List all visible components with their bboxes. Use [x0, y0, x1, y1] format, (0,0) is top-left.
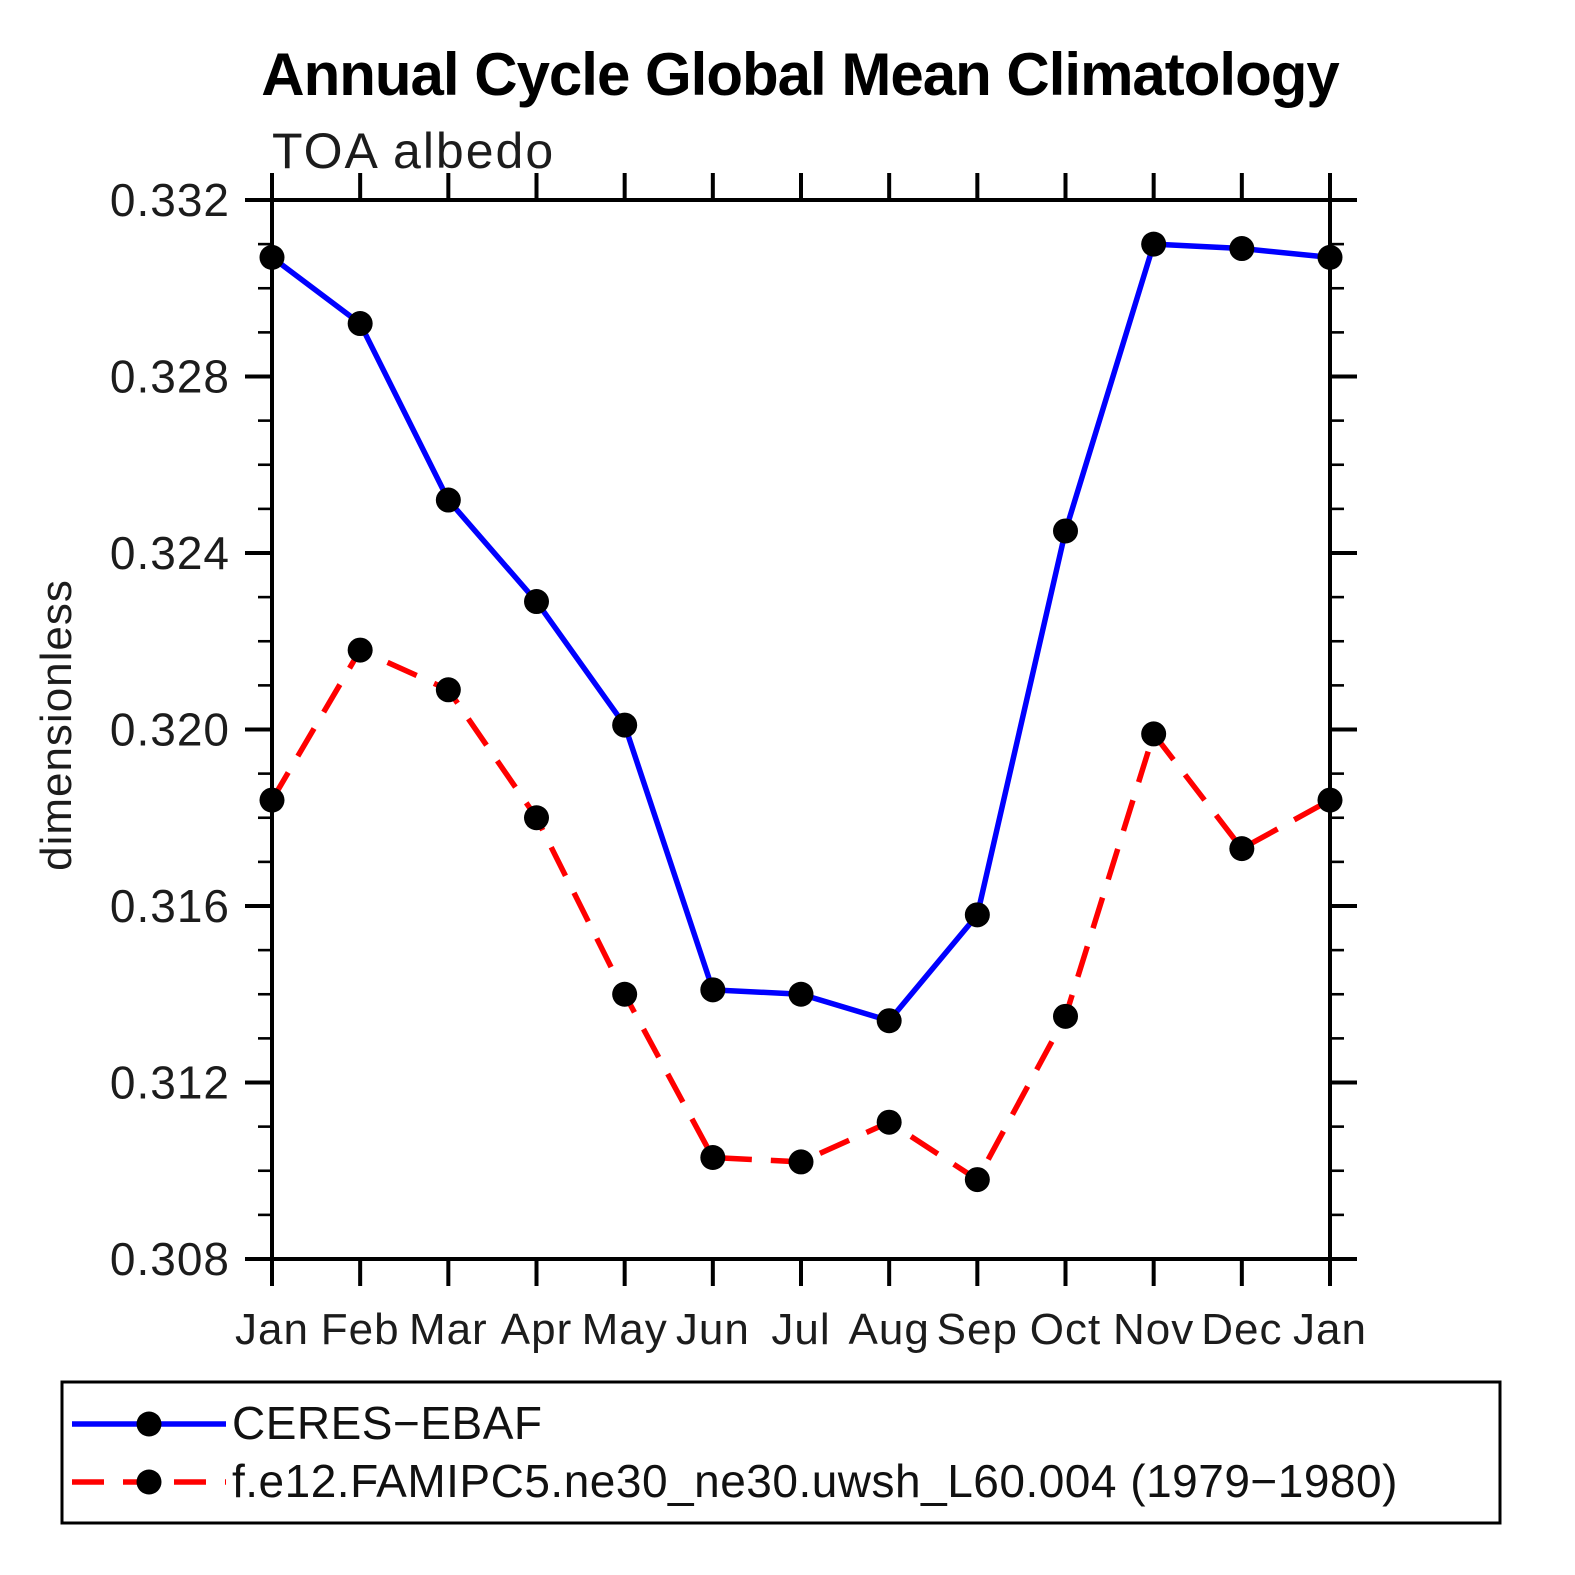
- svg-text:Jan: Jan: [1293, 1305, 1367, 1354]
- axis-ticks: [245, 173, 1357, 1286]
- x-tick-labels: Jan Feb Mar Apr May Jun Jul Aug Sep Oct Nov Dec Jan: [235, 1305, 1367, 1354]
- svg-text:Jul: Jul: [771, 1305, 830, 1354]
- svg-text:Jun: Jun: [676, 1305, 750, 1354]
- svg-text:0.332: 0.332: [110, 174, 230, 226]
- y-axis-title: dimensionless: [32, 579, 81, 871]
- svg-text:Aug: Aug: [849, 1305, 930, 1354]
- svg-text:Apr: Apr: [501, 1305, 572, 1354]
- chart-subtitle: TOA albedo: [272, 123, 556, 179]
- svg-text:Sep: Sep: [937, 1305, 1018, 1354]
- legend-label-ceres-ebaf: CERES−EBAF: [232, 1396, 543, 1449]
- svg-text:May: May: [582, 1305, 668, 1354]
- series-lines: [269, 241, 1332, 1184]
- chart-title: Annual Cycle Global Mean Climatology: [261, 41, 1340, 108]
- legend-box: [60, 1380, 1502, 1525]
- svg-text:0.328: 0.328: [110, 351, 230, 403]
- svg-text:Dec: Dec: [1201, 1305, 1282, 1354]
- svg-text:Feb: Feb: [321, 1305, 400, 1354]
- legend-label-model-run: f.e12.FAMIPC5.ne30_ne30.uwsh_L60.004 (19…: [232, 1454, 1398, 1507]
- y-tick-labels: 0.308 0.312 0.316 0.320 0.324 0.328 0.332: [110, 174, 230, 1285]
- svg-text:0.324: 0.324: [110, 527, 230, 579]
- svg-text:0.312: 0.312: [110, 1057, 230, 1109]
- svg-text:Jan: Jan: [235, 1305, 309, 1354]
- svg-text:0.316: 0.316: [110, 880, 230, 932]
- svg-text:0.308: 0.308: [110, 1233, 230, 1285]
- svg-text:Mar: Mar: [409, 1305, 488, 1354]
- svg-text:Oct: Oct: [1030, 1305, 1101, 1354]
- series-markers: [259, 231, 1343, 1193]
- svg-text:Nov: Nov: [1113, 1305, 1194, 1354]
- svg-text:0.320: 0.320: [110, 704, 230, 756]
